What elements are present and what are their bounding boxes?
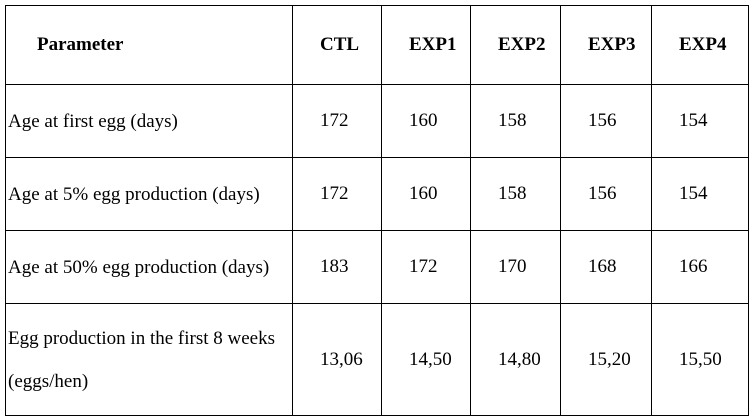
parameter-cell: Age at first egg (days) <box>5 84 293 158</box>
value-cell: 158 <box>470 84 561 158</box>
value-cell: 172 <box>381 230 471 304</box>
value-cell: 166 <box>651 230 749 304</box>
parameter-cell: Age at 50% egg production (days) <box>5 230 293 304</box>
value-cell: 168 <box>560 230 652 304</box>
value-cell: 15,50 <box>651 303 749 416</box>
table-row: Egg production in the first 8 weeks (egg… <box>5 303 749 416</box>
header-row: Parameter CTL EXP1 EXP2 EXP3 EXP4 <box>5 5 749 85</box>
value-cell: 156 <box>560 84 652 158</box>
value-cell: 156 <box>560 157 652 231</box>
header-cell: EXP3 <box>560 5 652 85</box>
table-body: Age at first egg (days) 172 160 158 156 154 Ag… <box>5 84 749 416</box>
data-table: Parameter CTL EXP1 EXP2 EXP3 EXP4 Age at firs… <box>5 5 749 416</box>
parameter-cell: Age at 5% egg production (days) <box>5 157 293 231</box>
value-cell: 13,06 <box>292 303 382 416</box>
value-cell: 183 <box>292 230 382 304</box>
value-cell: 15,20 <box>560 303 652 416</box>
value-cell: 172 <box>292 84 382 158</box>
parameter-cell: Egg production in the first 8 weeks (egg… <box>5 303 293 416</box>
value-cell: 160 <box>381 157 471 231</box>
value-cell: 14,50 <box>381 303 471 416</box>
value-cell: 172 <box>292 157 382 231</box>
value-cell: 154 <box>651 84 749 158</box>
value-cell: 14,80 <box>470 303 561 416</box>
header-cell: EXP4 <box>651 5 749 85</box>
table-row: Age at 5% egg production (days) 172 160 158… <box>5 157 749 231</box>
table-row: Age at first egg (days) 172 160 158 156 154 <box>5 84 749 158</box>
table-row: Age at 50% egg production (days) 183 172 17… <box>5 230 749 304</box>
header-cell: Parameter <box>5 5 293 85</box>
value-cell: 170 <box>470 230 561 304</box>
header-cell: EXP2 <box>470 5 561 85</box>
value-cell: 158 <box>470 157 561 231</box>
value-cell: 160 <box>381 84 471 158</box>
header-cell: EXP1 <box>381 5 471 85</box>
header-cell: CTL <box>292 5 382 85</box>
value-cell: 154 <box>651 157 749 231</box>
